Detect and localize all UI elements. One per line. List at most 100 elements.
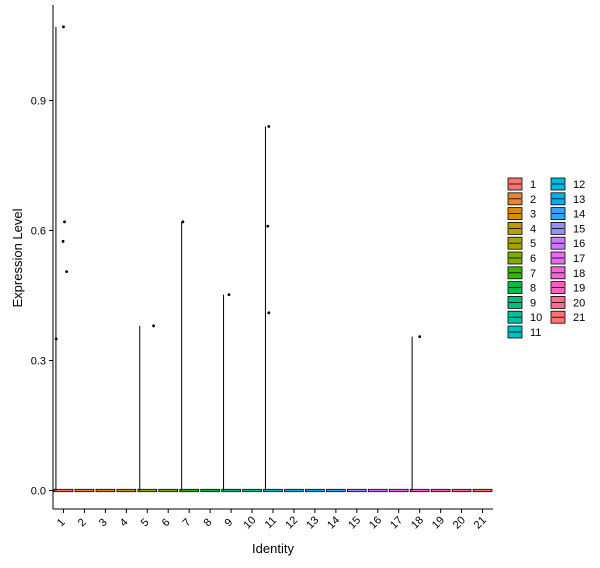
data-point-1-1: [62, 25, 65, 29]
legend-item-20: 20: [550, 295, 585, 309]
violin-14: [326, 488, 346, 493]
y-tick-label-3: 0.9: [31, 96, 46, 108]
x-tick-label-15: 15: [346, 514, 363, 531]
legend-item-1: 1: [507, 177, 536, 191]
x-tick-label-11: 11: [263, 515, 280, 532]
y-tick-label-1: 0.3: [31, 356, 46, 368]
data-point-18-0: [418, 335, 422, 339]
legend-label-6: 6: [530, 253, 536, 265]
plot-area: [53, 25, 493, 493]
x-tick-label-3: 3: [97, 516, 110, 529]
x-tick-label-13: 13: [304, 514, 321, 531]
violin-body-18: [409, 488, 430, 493]
legend-item-10: 10: [507, 310, 542, 324]
legend-item-4: 4: [507, 221, 536, 235]
legend-label-15: 15: [573, 223, 585, 235]
violin-10: [242, 488, 262, 493]
x-tick-label-6: 6: [160, 516, 173, 529]
data-point-7-0: [181, 220, 185, 224]
legend-label-8: 8: [530, 283, 536, 295]
x-tick-label-12: 12: [283, 514, 300, 531]
violin-12: [284, 488, 304, 493]
violin-1: [53, 25, 74, 493]
x-tick-label-17: 17: [388, 514, 405, 531]
violin-17: [388, 488, 409, 493]
legend-label-19: 19: [573, 283, 585, 295]
violin-body-14: [326, 488, 346, 493]
violin-2: [74, 488, 95, 493]
violin-body-8: [200, 488, 220, 493]
y-axis-label: Expression Level: [10, 208, 25, 307]
violin-21: [472, 488, 493, 493]
legend-item-2: 2: [507, 192, 536, 206]
legend-label-13: 13: [573, 194, 585, 206]
x-tick-label-8: 8: [202, 516, 215, 529]
violin-3: [95, 488, 116, 493]
violin-body-9: [221, 488, 241, 493]
x-tick-label-10: 10: [241, 514, 258, 531]
legend-label-21: 21: [573, 312, 585, 324]
violin-body-7: [179, 488, 200, 493]
y-tick-label-0: 0.0: [31, 486, 46, 498]
violin-4: [116, 488, 137, 493]
x-tick-label-2: 2: [76, 516, 89, 529]
data-point-5-0: [152, 324, 155, 328]
x-tick-label-9: 9: [223, 516, 236, 529]
violin-16: [367, 488, 388, 493]
violin-20: [451, 488, 472, 493]
legend-item-16: 16: [550, 236, 585, 250]
legend-label-3: 3: [530, 209, 536, 221]
violin-11: [263, 125, 283, 493]
legend-label-11: 11: [530, 327, 541, 339]
legend-item-8: 8: [507, 281, 536, 295]
violin-body-17: [388, 488, 409, 493]
legend-item-6: 6: [507, 251, 536, 265]
violin-body-19: [430, 488, 451, 493]
violin-body-6: [158, 488, 179, 493]
data-point-1-4: [65, 270, 69, 274]
legend-item-18: 18: [550, 266, 585, 280]
violin-body-1: [53, 488, 74, 493]
data-point-9-0: [227, 293, 231, 297]
x-tick-label-20: 20: [451, 514, 468, 531]
violin-body-16: [367, 488, 388, 493]
violin-8: [200, 488, 220, 493]
x-tick-label-5: 5: [139, 516, 152, 529]
data-point-11-2: [267, 311, 271, 315]
x-tick-label-19: 19: [430, 514, 447, 531]
legend-item-12: 12: [550, 177, 585, 191]
x-tick-label-1: 1: [55, 516, 68, 529]
violin-body-12: [284, 488, 304, 493]
data-point-1-0: [54, 337, 58, 341]
violin-19: [430, 488, 451, 493]
legend-item-13: 13: [550, 192, 585, 206]
violin-body-13: [305, 488, 325, 493]
legend-label-4: 4: [530, 223, 536, 235]
violin-body-4: [116, 488, 137, 493]
legend-item-19: 19: [550, 281, 585, 295]
x-tick-label-18: 18: [409, 514, 426, 531]
violin-13: [305, 488, 325, 493]
data-point-1-2: [63, 220, 66, 224]
legend-label-10: 10: [530, 312, 542, 324]
violin-7: [179, 220, 200, 493]
violin-15: [346, 488, 367, 493]
legend-label-14: 14: [573, 209, 585, 221]
data-point-11-0: [267, 125, 271, 128]
legend-item-17: 17: [550, 251, 585, 265]
legend-label-18: 18: [573, 268, 585, 280]
violin-body-21: [472, 488, 493, 493]
legend-label-20: 20: [573, 297, 585, 309]
y-tick-label-2: 0.6: [31, 226, 46, 238]
legend-item-9: 9: [507, 295, 536, 309]
legend-label-17: 17: [573, 253, 585, 265]
x-tick-label-16: 16: [367, 514, 384, 531]
violin-5: [137, 324, 158, 493]
legend-item-14: 14: [550, 207, 585, 221]
legend-item-15: 15: [550, 221, 585, 235]
axes: 0.00.30.60.91 2 3 4 5 6 7 8 9 10 11 12 13 14 15 16 17 18 1…: [31, 5, 493, 531]
x-tick-label-14: 14: [325, 514, 342, 531]
x-tick-label-7: 7: [181, 516, 194, 529]
